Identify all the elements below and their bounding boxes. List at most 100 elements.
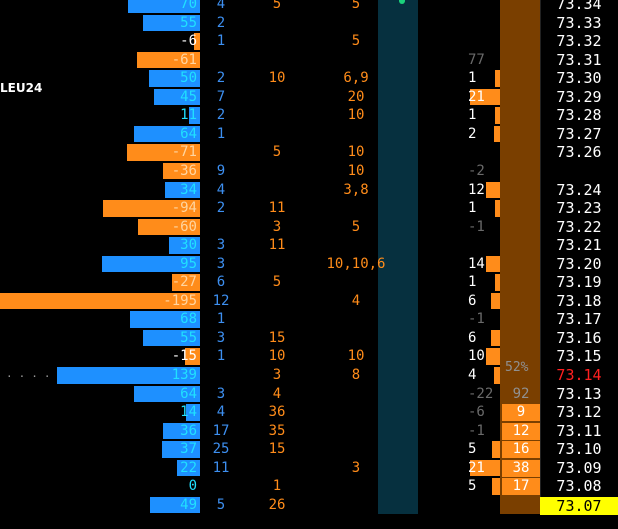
price-cell[interactable]: 73.29 [556, 87, 602, 106]
order-count-cell[interactable]: 1 [216, 33, 226, 50]
price-cell[interactable]: 73.07 [540, 496, 618, 515]
lots-cell[interactable]: 3,8 [343, 181, 369, 198]
lots-cell[interactable] [316, 477, 396, 496]
lots-cell[interactable]: 10 [347, 348, 365, 365]
order-count-cell[interactable]: 3 [216, 329, 226, 346]
lots-cell[interactable] [316, 422, 396, 441]
price-cell[interactable]: 73.20 [556, 254, 602, 273]
order-count-cell[interactable]: 25 [212, 441, 230, 458]
ladder-row[interactable]: 37 25 15 5 16 73.10 [0, 440, 618, 459]
price-cell[interactable]: 73.21 [556, 236, 602, 255]
ladder-row[interactable]: 64 1 2 73.27 [0, 125, 618, 144]
order-count-cell[interactable]: 4 [216, 0, 226, 12]
size-cell[interactable]: 5 [272, 144, 282, 161]
ladder-row[interactable]: -71 5 10 73.26 [0, 143, 618, 162]
size-cell[interactable]: 10 [268, 70, 286, 87]
lots-cell[interactable]: 5 [351, 33, 361, 50]
lots-cell[interactable] [316, 199, 396, 218]
ladder-row[interactable]: 22 11 3 21 38 73.09 [0, 459, 618, 478]
lots-cell[interactable] [316, 440, 396, 459]
lots-cell[interactable]: 10 [347, 162, 365, 179]
size-cell[interactable]: 15 [268, 441, 286, 458]
order-count-cell[interactable]: 3 [216, 237, 226, 254]
lots-cell[interactable] [316, 329, 396, 348]
price-cell[interactable]: 73.09 [556, 458, 602, 477]
size-cell[interactable]: 26 [268, 496, 286, 513]
price-cell[interactable]: 73.12 [556, 403, 602, 422]
size-cell[interactable] [262, 162, 292, 181]
size-cell[interactable]: 15 [268, 329, 286, 346]
size-cell[interactable]: 10 [268, 348, 286, 365]
order-count-cell[interactable]: 2 [216, 70, 226, 87]
size-cell[interactable]: 1 [272, 478, 282, 495]
size-cell[interactable] [262, 125, 292, 144]
lots-cell[interactable]: 10 [347, 144, 365, 161]
size-cell[interactable] [262, 51, 292, 70]
ladder-row[interactable]: -60 3 5 -1 73.22 [0, 218, 618, 237]
price-cell[interactable]: 73.13 [556, 384, 602, 403]
price-cell[interactable]: 73.27 [556, 124, 602, 143]
lots-cell[interactable]: 3 [351, 459, 361, 476]
order-count-cell[interactable]: 12 [212, 292, 230, 309]
size-cell[interactable] [262, 14, 292, 33]
order-count-cell[interactable]: 1 [216, 348, 226, 365]
price-cell[interactable]: 73.31 [556, 50, 602, 69]
order-count-cell[interactable]: 2 [216, 200, 226, 217]
price-cell[interactable]: 73.11 [556, 421, 602, 440]
size-cell[interactable]: 11 [268, 200, 286, 217]
lots-cell[interactable] [316, 14, 396, 33]
price-cell[interactable]: 73.24 [556, 180, 602, 199]
size-cell[interactable]: 5 [272, 0, 282, 12]
lots-cell[interactable]: 5 [351, 0, 361, 12]
price-cell[interactable]: 73.18 [556, 291, 602, 310]
order-count-cell[interactable]: 2 [216, 107, 226, 124]
order-count-cell[interactable]: 4 [216, 181, 226, 198]
ladder-row[interactable]: 36 17 35 -1 12 73.11 [0, 422, 618, 441]
order-count-cell[interactable]: 7 [216, 88, 226, 105]
price-cell[interactable]: 73.17 [556, 310, 602, 329]
lots-cell[interactable] [316, 310, 396, 329]
price-cell[interactable]: 73.26 [556, 143, 602, 162]
order-count-cell[interactable]: 5 [216, 496, 226, 513]
ladder-row[interactable]: -15 1 10 10 10 73.15 [0, 347, 618, 366]
order-count-cell[interactable]: 6 [216, 274, 226, 291]
ladder-row[interactable]: 95 3 10,10,6 14 73.20 [0, 255, 618, 274]
order-count-cell[interactable] [203, 218, 239, 237]
lots-cell[interactable]: 6,9 [343, 70, 369, 87]
price-cell[interactable]: 73.19 [556, 273, 602, 292]
ladder-row[interactable]: 70 4 5 5 73.34 [0, 0, 618, 14]
ladder-row[interactable]: 139 3 8 4 73.14 [0, 366, 618, 385]
price-cell[interactable]: 73.22 [556, 217, 602, 236]
ladder-row[interactable]: 45 7 20 21 73.29 [0, 88, 618, 107]
order-count-cell[interactable]: 3 [216, 385, 226, 402]
size-cell[interactable] [262, 459, 292, 478]
ladder-row[interactable]: -27 6 5 1 73.19 [0, 273, 618, 292]
lots-cell[interactable]: 4 [351, 292, 361, 309]
size-cell[interactable] [262, 88, 292, 107]
ladder-row[interactable]: 30 3 11 73.21 [0, 236, 618, 255]
lots-cell[interactable] [316, 236, 396, 255]
price-cell[interactable]: 73.08 [556, 477, 602, 496]
order-count-cell[interactable] [203, 143, 239, 162]
ladder-row[interactable]: 14 4 36 -6 9 73.12 [0, 403, 618, 422]
price-cell[interactable]: 73.23 [556, 199, 602, 218]
order-count-cell[interactable]: 1 [216, 311, 226, 328]
lots-cell[interactable] [316, 385, 396, 404]
lots-cell[interactable] [316, 403, 396, 422]
price-cell[interactable]: 73.34 [556, 0, 602, 13]
price-cell[interactable]: 73.14 [556, 366, 602, 384]
size-cell[interactable] [262, 106, 292, 125]
size-cell[interactable]: 11 [268, 237, 286, 254]
order-count-cell[interactable]: 1 [216, 125, 226, 142]
order-count-cell[interactable]: 2 [216, 14, 226, 31]
order-count-cell[interactable]: 11 [212, 459, 230, 476]
price-cell[interactable]: 73.16 [556, 328, 602, 347]
lots-cell[interactable] [316, 51, 396, 70]
price-cell[interactable]: 73.32 [556, 32, 602, 51]
ladder-row[interactable]: -36 9 10 -2 [0, 162, 618, 181]
order-count-cell[interactable] [203, 51, 239, 70]
ladder-row[interactable]: 34 4 3,8 12 73.24 [0, 181, 618, 200]
ladder-row[interactable]: 0 1 5 17 73.08 [0, 477, 618, 496]
size-cell[interactable]: 4 [272, 385, 282, 402]
